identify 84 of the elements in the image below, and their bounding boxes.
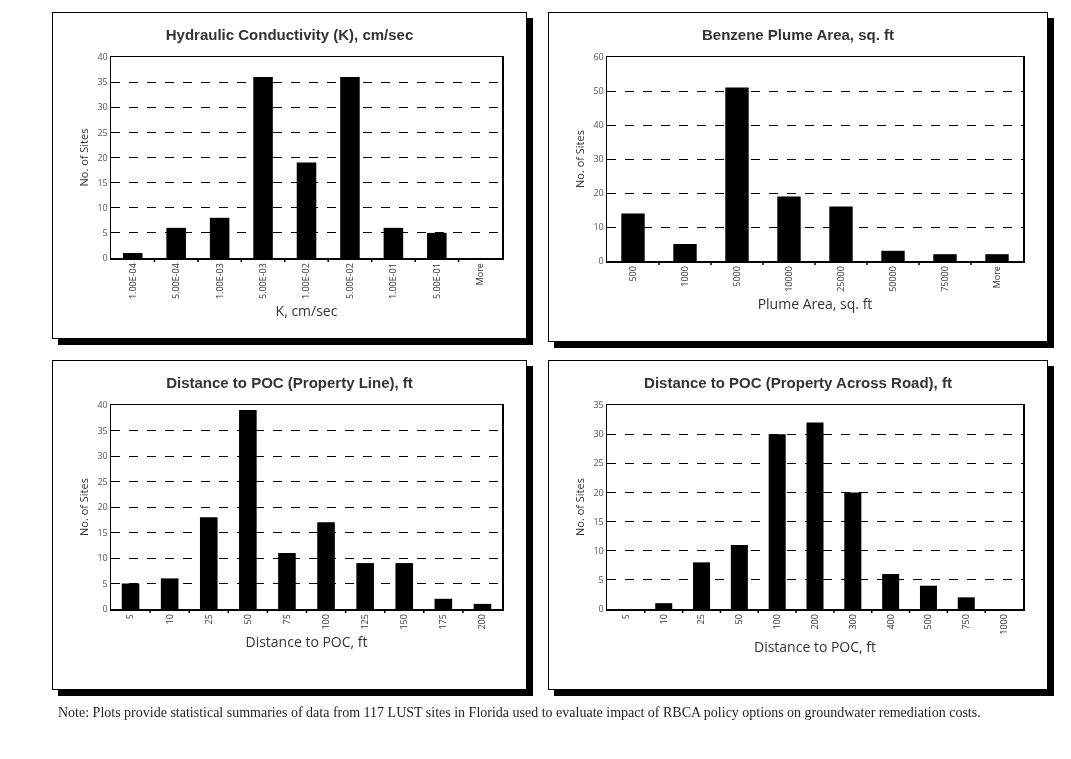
x-tick-label: 1.00E-01: [386, 263, 400, 300]
x-tick-label: 125: [358, 614, 372, 630]
x-tick-label: 1.00E-04: [125, 263, 139, 300]
y-tick-label: 25: [97, 474, 108, 488]
x-tick-label: 50000: [885, 266, 899, 292]
x-tick-label: 10: [162, 614, 176, 625]
y-tick-label: 5: [102, 226, 108, 240]
x-axis-title: Plume Area, sq. ft: [757, 293, 873, 313]
x-tick-label: 1000: [677, 266, 691, 287]
x-tick-label: 5: [618, 614, 632, 620]
y-tick-label: 30: [593, 427, 604, 441]
y-tick-label: 0: [102, 251, 108, 265]
x-tick-label: 25: [694, 614, 708, 625]
x-tick-label: 175: [436, 614, 450, 630]
y-tick-label: 40: [97, 50, 108, 64]
y-tick-label: 5: [102, 576, 108, 590]
x-axis-title: Distance to POC, ft: [753, 636, 877, 656]
y-axis-title: No. of Sites: [572, 478, 588, 536]
y-tick-label: 40: [593, 118, 604, 132]
x-tick-label: 5.00E-03: [255, 263, 269, 300]
x-tick-label: 75: [279, 614, 293, 625]
x-tick-label: 10000: [781, 266, 795, 292]
chart-title: Distance to POC (Property Across Road), ft: [644, 373, 952, 391]
y-tick-label: 25: [593, 456, 604, 470]
x-tick-label: 300: [845, 614, 859, 630]
x-tick-label: 1000: [997, 614, 1011, 635]
y-tick-label: 20: [593, 485, 604, 499]
x-tick-label: 100: [770, 614, 784, 630]
y-tick-label: 30: [593, 152, 604, 166]
y-tick-label: 10: [97, 551, 108, 565]
x-tick-label: 5.00E-04: [169, 263, 183, 300]
x-tick-label: 1.00E-02: [299, 263, 313, 300]
y-tick-label: 0: [598, 254, 604, 268]
y-tick-label: 40: [97, 398, 108, 412]
x-tick-label: 25000: [833, 266, 847, 292]
y-tick-label: 50: [593, 84, 604, 98]
y-axis-title: No. of Sites: [572, 130, 588, 188]
y-tick-label: 15: [97, 175, 108, 189]
x-tick-label: 25: [201, 614, 215, 625]
y-tick-label: 0: [102, 602, 108, 616]
chart-title: Hydraulic Conductivity (K), cm/sec: [165, 25, 414, 43]
y-tick-label: 15: [593, 514, 604, 528]
y-tick-label: 60: [593, 50, 604, 64]
x-tick-label: More: [989, 266, 1003, 289]
x-tick-label: 150: [397, 614, 411, 630]
y-tick-label: 35: [97, 423, 108, 437]
x-tick-label: 10: [656, 614, 670, 625]
y-tick-label: 35: [97, 75, 108, 89]
y-tick-label: 15: [97, 525, 108, 539]
x-tick-label: 5000: [729, 266, 743, 287]
x-axis-title: Distance to POC, ft: [245, 631, 368, 651]
x-tick-label: 200: [475, 614, 489, 630]
x-tick-label: 5.00E-02: [342, 263, 356, 300]
y-tick-label: 10: [593, 220, 604, 234]
y-axis-title: No. of Sites: [76, 478, 92, 536]
y-tick-label: 30: [97, 100, 108, 114]
y-tick-label: 0: [598, 602, 604, 616]
x-axis-title: K, cm/sec: [275, 301, 338, 321]
x-tick-label: 100: [318, 614, 332, 630]
x-tick-label: 50: [732, 614, 746, 625]
x-tick-label: 400: [883, 614, 897, 630]
y-tick-label: 20: [593, 186, 604, 200]
y-tick-label: 25: [97, 125, 108, 139]
x-tick-label: 500: [921, 614, 935, 630]
y-tick-label: 20: [97, 150, 108, 164]
text: Note: Plots provide statistical summaries of data from 117 LUST sites in Florida used to evaluate impact of RBCA policy options on groundwater remediation costs.: [58, 704, 982, 721]
y-tick-label: 35: [593, 398, 604, 412]
x-tick-label: 1.00E-03: [212, 263, 226, 300]
x-tick-label: 750: [959, 614, 973, 630]
x-tick-label: 50: [240, 614, 254, 625]
y-tick-label: 10: [593, 543, 604, 557]
x-tick-label: 500: [625, 266, 639, 282]
y-tick-label: 30: [97, 449, 108, 463]
chart-title: Benzene Plume Area, sq. ft: [702, 25, 894, 43]
x-tick-label: 5.00E-01: [429, 263, 443, 300]
x-tick-label: More: [473, 263, 487, 286]
y-tick-label: 10: [97, 200, 108, 214]
x-tick-label: 75000: [937, 266, 951, 292]
y-tick-label: 20: [97, 500, 108, 514]
x-tick-label: 5: [123, 614, 137, 620]
x-tick-label: 200: [807, 614, 821, 630]
y-tick-label: 5: [598, 573, 604, 587]
chart-title: Distance to POC (Property Line), ft: [166, 373, 413, 391]
y-axis-title: No. of Sites: [76, 128, 92, 187]
